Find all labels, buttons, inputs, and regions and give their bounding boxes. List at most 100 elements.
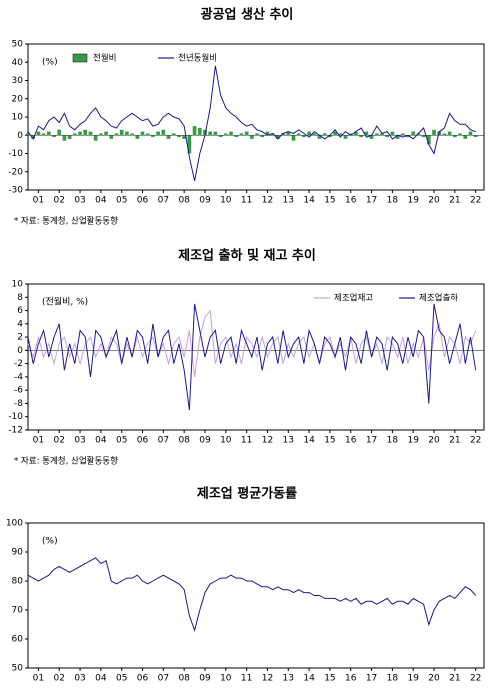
- y-tick-label: 10: [12, 113, 24, 123]
- bar: [109, 135, 114, 139]
- bar: [239, 133, 244, 136]
- bar: [343, 135, 348, 139]
- x-tick-label: 02: [54, 674, 65, 684]
- x-tick-label: 16: [345, 436, 357, 446]
- bar: [348, 133, 353, 136]
- x-tick-label: 22: [470, 436, 481, 446]
- x-tick-label: 18: [387, 436, 399, 446]
- x-tick-label: 07: [158, 674, 169, 684]
- y-tick-label: 6: [17, 306, 23, 316]
- y-tick-label: -12: [8, 426, 23, 436]
- bar: [41, 133, 46, 136]
- x-tick-label: 03: [74, 436, 85, 446]
- bar: [83, 129, 88, 136]
- x-tick-label: 11: [241, 674, 252, 684]
- legend-label: 제조업출하: [419, 293, 458, 304]
- bar: [104, 131, 108, 136]
- bar: [151, 135, 155, 138]
- x-tick-label: 22: [470, 196, 481, 206]
- x-tick-label: 09: [199, 436, 211, 446]
- x-tick-label: 13: [283, 436, 294, 446]
- bar: [302, 135, 306, 138]
- bar: [203, 129, 207, 136]
- line: [27, 303, 477, 411]
- bar: [458, 133, 462, 136]
- x-tick-label: 04: [95, 436, 107, 446]
- bar: [130, 133, 134, 136]
- x-tick-label: 11: [241, 436, 252, 446]
- bar: [296, 133, 301, 136]
- x-tick-label: 17: [366, 436, 377, 446]
- x-tick-label: 12: [262, 674, 273, 684]
- bar: [432, 129, 436, 136]
- bar: [369, 135, 374, 139]
- x-tick-label: 06: [137, 436, 149, 446]
- x-tick-label: 05: [116, 196, 127, 206]
- x-tick-label: 17: [366, 674, 377, 684]
- bar: [88, 131, 93, 136]
- source-note: * 자료: 통계청, 산업활동동향: [14, 456, 118, 467]
- bar: [140, 131, 145, 136]
- bar: [260, 135, 265, 138]
- bar: [416, 133, 421, 136]
- x-tick-label: 21: [449, 436, 460, 446]
- legend-label: 제조업재고: [334, 294, 373, 304]
- x-tick-label: 01: [33, 674, 44, 684]
- bar: [359, 135, 363, 138]
- bar: [395, 135, 400, 139]
- x-tick-label: 07: [158, 436, 169, 446]
- x-tick-label: 09: [199, 196, 211, 206]
- bar: [187, 135, 192, 154]
- x-tick-label: 12: [262, 196, 273, 206]
- x-tick-label: 12: [262, 436, 273, 446]
- bar: [322, 133, 327, 136]
- x-tick-label: 16: [345, 674, 357, 684]
- bar: [36, 131, 41, 136]
- legend-label: 전월비: [93, 53, 116, 64]
- y-tick-label: 0: [17, 346, 23, 356]
- x-tick-label: 16: [345, 196, 357, 206]
- x-tick-label: 20: [428, 674, 440, 684]
- bar: [447, 131, 452, 136]
- bar: [119, 129, 124, 136]
- bar: [31, 135, 36, 139]
- x-tick-label: 14: [303, 436, 315, 446]
- bar: [145, 133, 150, 136]
- x-tick-label: 20: [428, 436, 440, 446]
- plot-area: [27, 522, 485, 669]
- y-tick-label: 40: [12, 58, 24, 68]
- bar: [156, 131, 160, 136]
- y-tick-label: -8: [14, 399, 23, 409]
- annotation: (%): [42, 58, 58, 68]
- x-tick-label: 13: [283, 674, 294, 684]
- x-tick-label: 07: [158, 196, 169, 206]
- bar: [463, 135, 468, 139]
- bar: [317, 135, 322, 139]
- bar: [250, 135, 254, 139]
- bar: [385, 135, 390, 138]
- y-tick-label: 8: [17, 293, 23, 303]
- plot-area: [27, 43, 485, 191]
- bar: [312, 133, 317, 136]
- x-tick-label: 21: [449, 674, 460, 684]
- bar: [380, 133, 384, 136]
- bar: [281, 133, 285, 136]
- plot-area: [27, 283, 485, 431]
- y-tick-label: 50: [12, 664, 24, 674]
- bar: [26, 133, 30, 136]
- x-tick-label: 18: [387, 196, 399, 206]
- x-tick-label: 15: [324, 196, 335, 206]
- bar: [93, 135, 98, 141]
- bar: [411, 131, 416, 136]
- bar: [213, 131, 218, 136]
- y-tick-label: 10: [12, 280, 24, 290]
- bar: [46, 131, 51, 136]
- bar: [468, 131, 473, 136]
- bar: [62, 135, 67, 141]
- x-tick-label: 10: [220, 196, 232, 206]
- x-tick-label: 15: [324, 674, 335, 684]
- bar: [57, 129, 62, 136]
- x-tick-label: 19: [407, 674, 419, 684]
- y-tick-label: 100: [6, 519, 23, 529]
